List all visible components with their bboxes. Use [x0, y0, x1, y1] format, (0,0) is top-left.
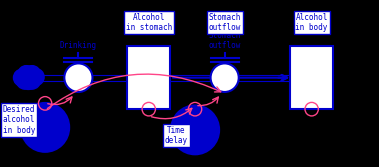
Ellipse shape: [64, 63, 92, 92]
Ellipse shape: [14, 69, 30, 86]
Ellipse shape: [21, 103, 69, 152]
Text: Desired
alcohol
in body: Desired alcohol in body: [3, 105, 35, 135]
Ellipse shape: [16, 65, 41, 90]
Ellipse shape: [171, 105, 219, 154]
Bar: [290, 46, 333, 109]
Text: Alcohol
in stomach: Alcohol in stomach: [125, 13, 172, 32]
Ellipse shape: [24, 66, 40, 82]
Ellipse shape: [17, 72, 33, 89]
Text: Stomach
outflow: Stomach outflow: [208, 13, 241, 32]
Ellipse shape: [24, 72, 40, 89]
Text: Alcohol
in body: Alcohol in body: [296, 13, 328, 32]
Text: Drinking: Drinking: [60, 41, 97, 50]
Bar: [127, 46, 170, 109]
Ellipse shape: [18, 66, 34, 82]
Ellipse shape: [28, 69, 44, 85]
Ellipse shape: [211, 63, 239, 92]
Text: Stomach
outflow: Stomach outflow: [208, 31, 241, 50]
Text: Time
delay: Time delay: [165, 126, 188, 145]
